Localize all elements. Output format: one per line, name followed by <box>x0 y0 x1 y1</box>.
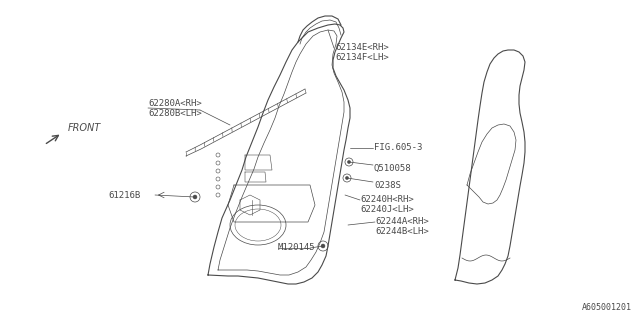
Text: 62240H<RH>: 62240H<RH> <box>360 196 413 204</box>
Text: FRONT: FRONT <box>68 123 101 133</box>
Text: 62244A<RH>: 62244A<RH> <box>375 218 429 227</box>
Circle shape <box>193 195 197 199</box>
Circle shape <box>348 160 351 164</box>
Text: 62240J<LH>: 62240J<LH> <box>360 205 413 214</box>
Text: 62134E<RH>: 62134E<RH> <box>335 44 388 52</box>
Text: 62280A<RH>: 62280A<RH> <box>148 100 202 108</box>
Text: 61216B: 61216B <box>108 190 140 199</box>
Text: M120145: M120145 <box>278 244 316 252</box>
Text: FIG.605-3: FIG.605-3 <box>374 143 422 153</box>
Circle shape <box>346 176 349 180</box>
Text: A605001201: A605001201 <box>582 303 632 312</box>
Text: Q510058: Q510058 <box>374 164 412 172</box>
Text: 62134F<LH>: 62134F<LH> <box>335 53 388 62</box>
Circle shape <box>321 244 325 248</box>
Text: 62280B<LH>: 62280B<LH> <box>148 109 202 118</box>
Text: 0238S: 0238S <box>374 180 401 189</box>
Text: 62244B<LH>: 62244B<LH> <box>375 228 429 236</box>
